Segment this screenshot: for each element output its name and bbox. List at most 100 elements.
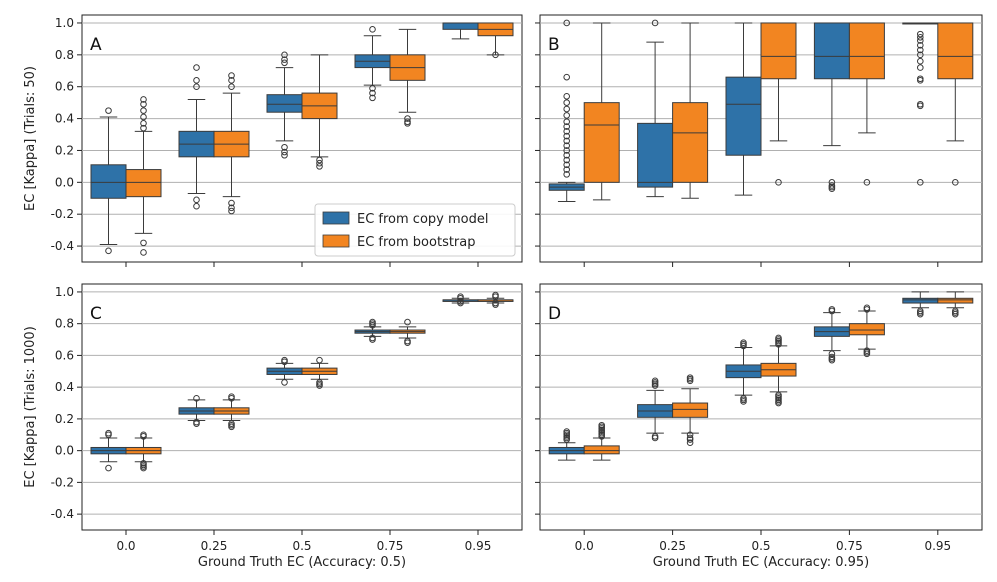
- iqr-box: [672, 402, 709, 418]
- panel-c-grid: [82, 291, 522, 515]
- panel-b-y-axis: [535, 22, 540, 247]
- outlier-point: [563, 92, 571, 100]
- outlier-point: [563, 112, 571, 119]
- panel-letter-a: A: [90, 35, 102, 55]
- panel-b-box-ec-from-copy-model-0-95: [902, 22, 939, 186]
- outlier-point: [917, 41, 924, 49]
- iqr-box: [266, 94, 303, 113]
- outlier-point: [598, 433, 606, 440]
- outlier-point: [917, 51, 924, 59]
- panel-d-box-ec-from-copy-model-0-0: [548, 428, 585, 461]
- iqr-box: [902, 297, 939, 304]
- outlier-point: [404, 115, 411, 122]
- outlier-point: [369, 85, 376, 92]
- outlier-point: [775, 179, 782, 186]
- panel-a-box-ec-from-bootstrap-0-95: [477, 22, 514, 59]
- panel-d-x-tick-label: 0.75: [836, 539, 863, 553]
- outlier-point: [828, 307, 836, 315]
- outlier-point: [140, 464, 147, 472]
- panel-c-x-tick-label: 0.75: [377, 539, 404, 553]
- panel-d-x-axis: 0.0 0.25 0.5 0.75 0.95: [575, 530, 951, 553]
- outlier-point: [281, 379, 288, 386]
- outlier-point: [140, 433, 147, 440]
- iqr-box: [90, 164, 127, 199]
- outlier-point: [369, 89, 376, 97]
- outlier-point: [686, 431, 694, 439]
- outlier-point: [651, 434, 659, 442]
- panel-c-y-tick-label: 1.0: [55, 285, 74, 299]
- iqr-box: [813, 22, 850, 80]
- panel-d-x-tick-label: 0.5: [751, 539, 770, 553]
- panel-b-x-axis: [583, 262, 939, 267]
- panel-d-x-tick-label: 0.95: [924, 539, 951, 553]
- panel-c-y-tick-label: 0.6: [55, 348, 74, 362]
- iqr-box: [848, 323, 885, 336]
- panel-a-y-tick-label: 0.6: [55, 80, 74, 94]
- panel-c-x-tick-label: 0.5: [292, 539, 311, 553]
- outlier-point: [228, 207, 235, 215]
- outlier-point: [563, 171, 571, 178]
- panel-d-box-ec-from-copy-model-0-25: [637, 377, 674, 442]
- panel-b-boxes: [548, 19, 974, 202]
- outlier-point: [369, 321, 376, 329]
- outlier-point: [140, 249, 147, 256]
- panel-b-box-ec-from-bootstrap-0-95: [937, 22, 974, 186]
- outlier-point: [281, 151, 288, 159]
- panel-a-box-ec-from-copy-model-0-5: [266, 51, 303, 159]
- outlier-point: [105, 107, 112, 114]
- panel-c-box-ec-from-bootstrap-0-95: [477, 291, 514, 308]
- outlier-point: [492, 301, 499, 308]
- panel-d-box-ec-from-copy-model-0-75: [813, 306, 850, 364]
- outlier-point: [457, 299, 464, 307]
- outlier-point: [863, 179, 871, 186]
- outlier-point: [863, 350, 871, 358]
- panel-d-box-ec-from-copy-model-0-5: [725, 339, 762, 405]
- outlier-point: [140, 124, 147, 132]
- panel-c-box-ec-from-bootstrap-0-0: [125, 431, 162, 472]
- outlier-point: [492, 293, 499, 300]
- panel-c-y-tick-label: -0.4: [51, 507, 74, 521]
- panel-c-box-ec-from-bootstrap-0-75: [389, 318, 426, 347]
- outlier-point: [316, 163, 323, 170]
- outlier-point: [281, 59, 288, 67]
- panel-a-boxes: [90, 22, 514, 256]
- outlier-point: [740, 342, 747, 350]
- outlier-point: [193, 64, 200, 71]
- outlier-point: [563, 123, 571, 130]
- panel-a-box-ec-from-bootstrap-0-75: [389, 28, 426, 127]
- outlier-point: [686, 377, 694, 385]
- iqr-box: [125, 169, 162, 198]
- outlier-point: [917, 77, 924, 84]
- panel-c-box-ec-from-bootstrap-0-25: [213, 393, 250, 431]
- iqr-box: [725, 76, 762, 156]
- outlier-point: [828, 356, 836, 364]
- panel-c-x-tick-label: 0.25: [201, 539, 228, 553]
- outlier-point: [404, 120, 411, 127]
- panel-c-y-tick-label: 0.8: [55, 317, 74, 331]
- outlier-point: [651, 382, 659, 389]
- outlier-point: [563, 73, 571, 81]
- outlier-point: [563, 99, 571, 106]
- panel-d-frame: [539, 283, 983, 531]
- outlier-point: [140, 239, 147, 247]
- panel-d-box-ec-from-bootstrap-0-95: [937, 291, 974, 318]
- outlier-point: [193, 196, 200, 204]
- panel-c: -0.4 -0.2 0.0 0.2 0.4 0.6 0.8 1.0 0.0 0.25 0.5 0.7…: [51, 283, 523, 553]
- panel-c-box-ec-from-bootstrap-0-5: [301, 356, 338, 389]
- outlier-point: [917, 46, 924, 54]
- outlier-point: [281, 143, 288, 151]
- iqr-box: [937, 297, 974, 304]
- panel-a-y-axis: -0.4 -0.2 0.0 0.2 0.4 0.6 0.8 1.0: [51, 16, 82, 253]
- outlier-point: [828, 185, 836, 192]
- outlier-point: [369, 26, 376, 33]
- panel-d-box-ec-from-bootstrap-0-0: [583, 421, 620, 461]
- outlier-point: [316, 356, 323, 364]
- outlier-point: [457, 294, 464, 302]
- outlier-point: [917, 179, 924, 186]
- panel-c-x-axis: 0.0 0.25 0.5 0.75 0.95: [116, 530, 491, 553]
- outlier-point: [404, 318, 411, 326]
- outlier-point: [193, 394, 200, 402]
- legend-swatch-bootstrap: [322, 234, 350, 248]
- x-axis-title-right: Ground Truth EC (Accuracy: 0.95): [653, 555, 869, 570]
